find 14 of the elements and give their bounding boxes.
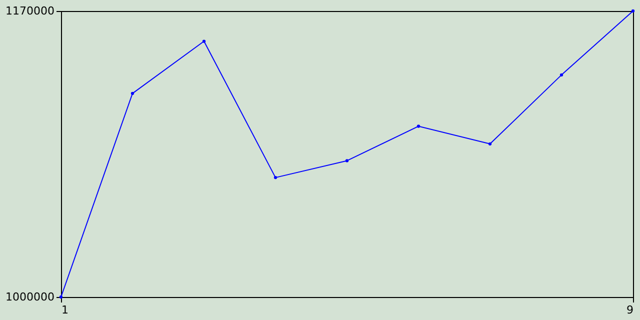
y-tick-label: 1000000 xyxy=(6,290,54,304)
point xyxy=(130,92,134,96)
point xyxy=(59,295,63,299)
x-tick-label: 9 xyxy=(626,304,634,316)
point xyxy=(345,159,349,162)
line-series xyxy=(59,9,635,299)
y-tick-label: 1170000 xyxy=(6,4,54,18)
point xyxy=(202,40,206,43)
point xyxy=(488,142,492,146)
point xyxy=(274,176,278,180)
point xyxy=(560,73,564,77)
point xyxy=(416,124,420,128)
x-tick-label: 1 xyxy=(62,304,68,316)
point xyxy=(631,9,635,13)
